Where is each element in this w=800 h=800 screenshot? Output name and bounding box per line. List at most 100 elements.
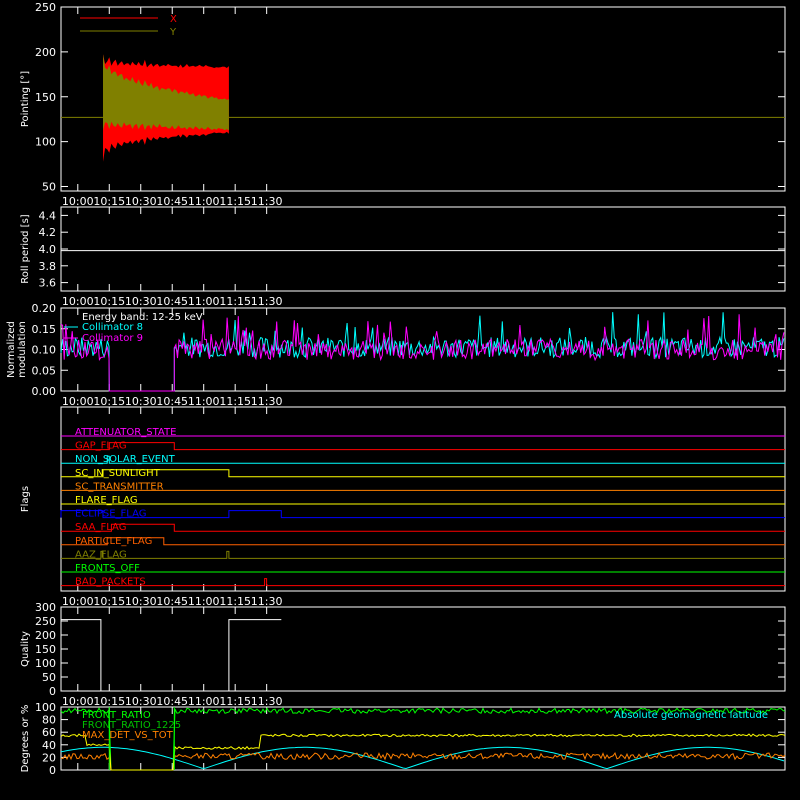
legend-label-collimator-0: Collimator 8: [82, 322, 143, 333]
y-tick-label: 40: [42, 739, 56, 752]
flag-line-saa_flag: [61, 523, 785, 532]
x-tick-label: 10:15: [93, 195, 125, 208]
flag-label-sc_transmitter: SC_TRANSMITTER: [75, 481, 164, 492]
y-tick-label: 0.05: [32, 364, 57, 377]
y-axis-label: Pointing [°]: [20, 71, 31, 127]
x-tick-label: 11:15: [219, 595, 251, 608]
quality-line: [61, 619, 282, 692]
x-tick-label: 10:45: [156, 295, 188, 308]
x-tick-label: 10:15: [93, 695, 125, 708]
legend-label-front_ratio: FRONT_RATIO: [82, 710, 151, 721]
x-tick-label: 10:30: [125, 295, 157, 308]
y-tick-label: 4.2: [39, 226, 57, 239]
y-axis-label-line2: modulation: [17, 321, 28, 378]
series-level: [60, 733, 786, 771]
y-axis-label-line1: Normalized: [6, 321, 17, 378]
flag-label-eclipse_flag: ECLIPSE_FLAG: [75, 509, 146, 520]
y-tick-label: 20: [42, 751, 56, 764]
x-tick-label: 10:15: [93, 295, 125, 308]
flag-label-saa_flag: SAA_FLAG: [75, 522, 126, 533]
pointing-frame: [60, 6, 786, 192]
flag-line-non_solar_event: [61, 455, 785, 464]
roll-period-frame: [60, 206, 786, 292]
series-geomagnetic-latitude: [60, 746, 785, 770]
flag-line-eclipse_flag: [60, 510, 785, 519]
flag-line-bad_packets: [61, 578, 785, 587]
y-tick-label: 100: [35, 657, 56, 670]
flag-line-sc_in_sunlight: [61, 469, 785, 478]
flag-label-attenuator_state: ATTENUATOR_STATE: [75, 427, 176, 438]
y-tick-label: 50: [42, 181, 56, 194]
x-tick-label: 11:00: [188, 195, 220, 208]
y-tick-label: 4.0: [39, 243, 57, 256]
x-tick-label: 10:00: [62, 295, 94, 308]
y-tick-label: 200: [35, 629, 56, 642]
flag-label-flare_flag: FLARE_FLAG: [75, 495, 138, 506]
x-tick-label: 11:30: [251, 395, 283, 408]
x-tick-label: 10:30: [125, 595, 157, 608]
y-tick-label: 100: [35, 701, 56, 714]
flag-line-gap_flag: [61, 442, 785, 451]
modulation-panel: Normalized modulation 0.20 0.15 0.10 0.05 0.00…: [6, 302, 786, 408]
envelope-y: [103, 54, 229, 131]
x-tick-label: 11:00: [188, 595, 220, 608]
flag-label-particle_flag: PARTICLE_FLAG: [75, 536, 152, 547]
x-tick-label: 10:30: [125, 695, 157, 708]
y-tick-label: 80: [42, 714, 56, 727]
flag-line-aaz_flag: [61, 550, 785, 559]
x-tick-label: 11:30: [251, 295, 283, 308]
x-tick-label: 10:30: [125, 195, 157, 208]
y-tick-label: 0: [49, 685, 56, 698]
x-tick-label: 10:45: [156, 695, 188, 708]
flag-label-fronts_off: FRONTS_OFF: [75, 563, 140, 574]
legend-label-max_det_vs_tot: MAX_DET_VS_TOT: [82, 730, 174, 741]
x-tick-label: 11:15: [219, 395, 251, 408]
x-tick-label: 10:45: [156, 195, 188, 208]
y-axis-label: Flags: [20, 486, 31, 512]
flags-panel: Flags 10:00 10:15 10:30 10:45 11:00 11:15 11:30…: [20, 406, 786, 608]
flag-label-gap_flag: GAP_FLAG: [75, 441, 127, 452]
ratios-frame: [60, 706, 786, 771]
x-tick-label: 10:15: [93, 595, 125, 608]
legend-label-collimator-1: Collimator 9: [82, 333, 143, 344]
series-max-det-vs-tot: [60, 751, 786, 771]
x-tick-label: 11:30: [251, 595, 283, 608]
flag-label-aaz_flag: AAZ_FLAG: [75, 549, 127, 560]
x-tick-label: 10:45: [156, 595, 188, 608]
energy-band-annotation: Energy band: 12-25 keV: [82, 312, 203, 323]
y-tick-label: 250: [35, 615, 56, 628]
y-tick-label: 50: [42, 671, 56, 684]
x-tick-label: 11:30: [251, 195, 283, 208]
x-tick-label: 10:00: [62, 195, 94, 208]
y-tick-label: 150: [35, 91, 56, 104]
y-tick-label: 200: [35, 46, 56, 59]
x-tick-label: 11:00: [188, 295, 220, 308]
y-axis-label: Roll period [s]: [20, 214, 31, 283]
x-tick-label: 11:15: [219, 295, 251, 308]
y-tick-label: 0.10: [32, 344, 57, 357]
x-tick-label: 10:45: [156, 395, 188, 408]
y-tick-label: 100: [35, 136, 56, 149]
flag-label-sc_in_sunlight: SC_IN_SUNLIGHT: [75, 468, 161, 479]
roll-period-panel: Roll period [s] 4.4 4.2 4.0 3.8 3.6 10:00 10:15…: [20, 206, 786, 308]
series-front-ratio: [60, 707, 786, 771]
flag-label-bad_packets: BAD_PACKETS: [75, 577, 146, 588]
y-tick-label: 60: [42, 726, 56, 739]
flag-line-particle_flag: [61, 537, 785, 546]
x-tick-label: 11:00: [188, 695, 220, 708]
y-axis-label: Degrees or %: [20, 705, 31, 773]
y-tick-label: 0.00: [32, 385, 57, 398]
legend-label-latitude: Absolute geomagnetic latitude: [614, 710, 768, 721]
x-tick-label: 11:00: [188, 395, 220, 408]
y-tick-label: 3.6: [39, 277, 57, 290]
y-axis-label: Quality: [20, 631, 31, 667]
y-tick-label: 250: [35, 1, 56, 14]
y-tick-label: 300: [35, 601, 56, 614]
series-collimator-9: [60, 314, 785, 392]
ylabel-group: Normalized modulation: [6, 321, 28, 378]
y-tick-label: 3.8: [39, 260, 57, 273]
y-tick-label: 0.20: [32, 302, 57, 315]
